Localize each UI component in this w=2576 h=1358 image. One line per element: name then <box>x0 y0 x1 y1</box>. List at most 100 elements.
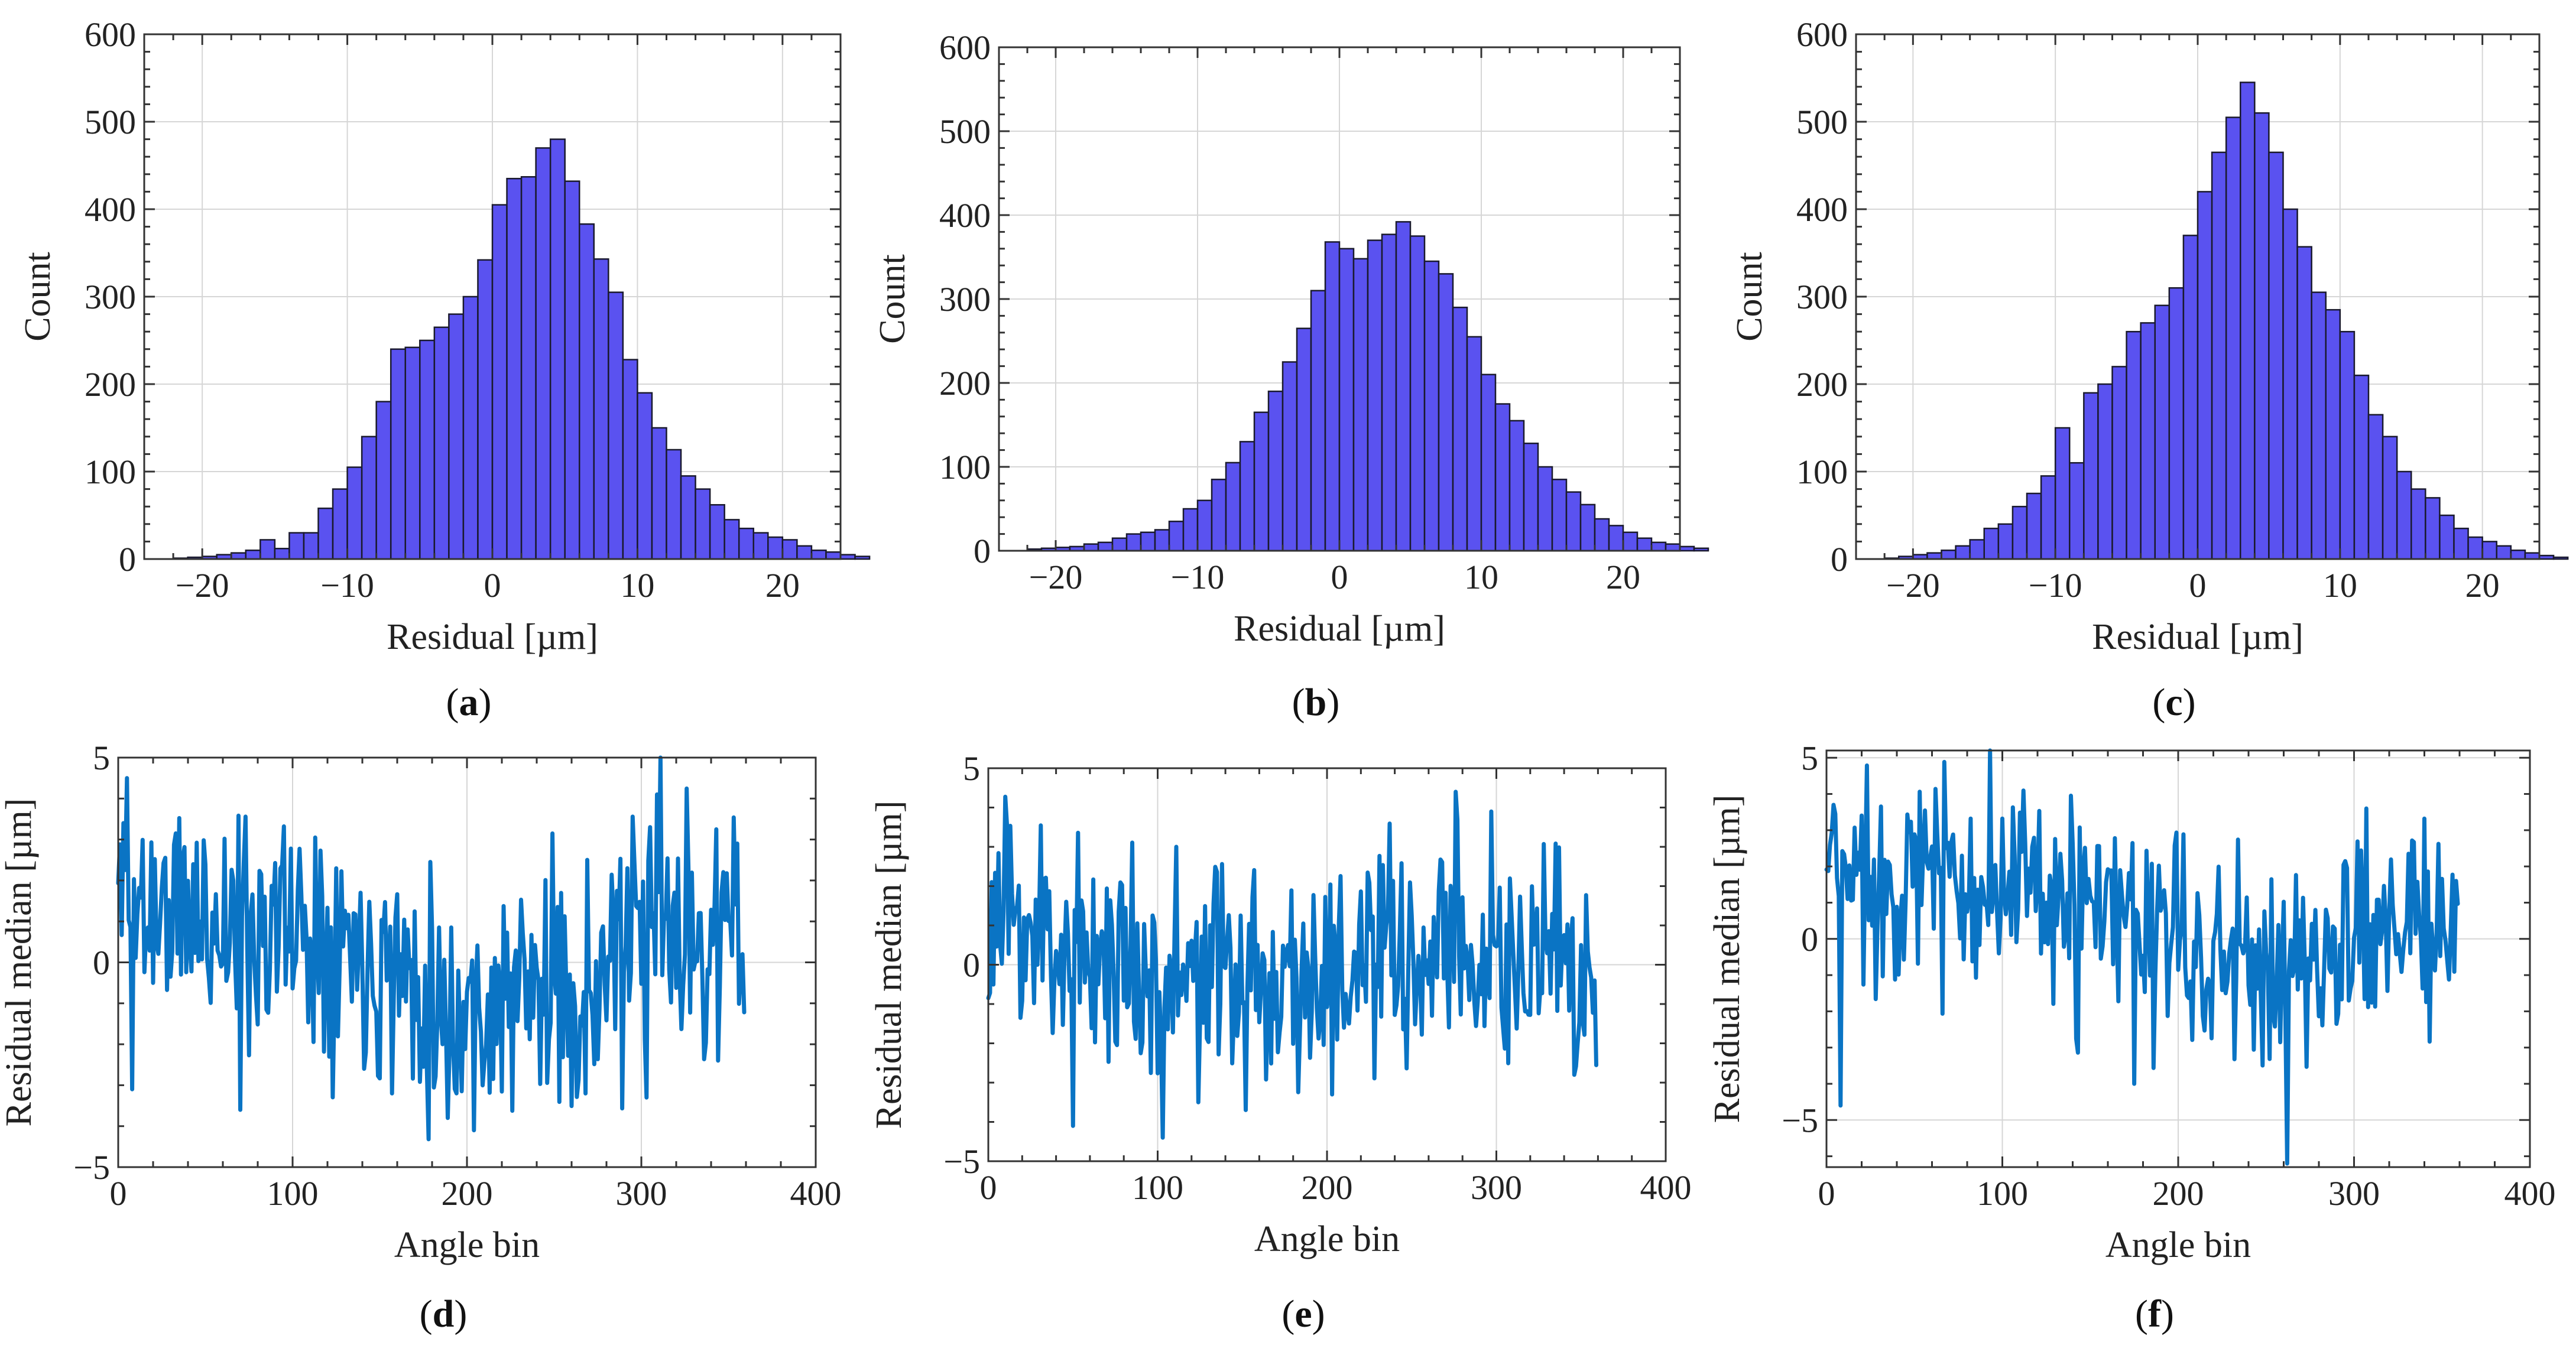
histogram-bar <box>361 436 377 560</box>
series-line <box>986 790 1598 1140</box>
x-tick-label: 0 <box>484 566 501 605</box>
histogram-bar <box>1239 441 1255 552</box>
histogram-bar <box>1154 529 1170 552</box>
x-axis-label: Residual [µm] <box>1234 609 1445 649</box>
y-tick-label: 300 <box>85 278 136 316</box>
y-tick-label: 100 <box>1796 453 1848 491</box>
y-tick-label: 500 <box>1796 103 1848 141</box>
histogram-bar <box>1983 527 2000 560</box>
x-tick-label: 0 <box>110 1174 127 1213</box>
histogram-bar <box>2410 488 2426 560</box>
y-tick-label: 100 <box>939 448 991 486</box>
x-tick-label: 0 <box>2189 566 2207 605</box>
histogram-bar <box>375 401 392 560</box>
histogram-bar <box>680 475 696 560</box>
y-axis-label: Count <box>1730 252 1770 342</box>
x-axis-label: Angle bin <box>2105 1225 2251 1265</box>
x-tick-label: 100 <box>1977 1174 2028 1213</box>
histogram-bars <box>172 138 871 560</box>
histogram-bar <box>1679 545 1695 552</box>
x-tick-label: 400 <box>2504 1174 2556 1213</box>
y-tick-label: 500 <box>939 112 991 151</box>
histogram-bar <box>2097 383 2113 560</box>
x-tick-label: 200 <box>442 1174 493 1213</box>
histogram-bar <box>1211 479 1227 552</box>
histogram-bar <box>2396 470 2412 560</box>
panel-label: (f) <box>2135 1292 2174 1336</box>
y-tick-label: 400 <box>1796 190 1848 229</box>
histogram-bar <box>1926 552 1942 560</box>
histogram-bar <box>1310 290 1326 552</box>
histogram-bar <box>1622 531 1639 552</box>
histogram-bar <box>2353 374 2370 560</box>
histogram-bar <box>767 536 784 560</box>
histogram-bar <box>1296 327 1312 552</box>
histogram-bar <box>608 291 624 560</box>
histogram-bar <box>332 488 348 560</box>
y-tick-label: 0 <box>974 532 991 570</box>
histogram-bar <box>549 138 566 560</box>
histogram-bar <box>419 339 436 560</box>
y-tick-label: 0 <box>1831 540 1848 579</box>
y-tick-label: 300 <box>1796 278 1848 316</box>
x-tick-label: −10 <box>320 566 374 605</box>
y-tick-label: 600 <box>85 15 136 54</box>
histogram-bar <box>1579 503 1596 552</box>
histogram-bar <box>651 427 667 560</box>
y-tick-label: 0 <box>93 944 110 982</box>
histogram-bar <box>1352 258 1369 552</box>
histogram-bar <box>622 359 638 560</box>
histogram-bar <box>695 488 711 560</box>
y-tick-label: 400 <box>85 190 136 229</box>
histogram-bar <box>2339 330 2356 560</box>
ticks <box>998 46 1681 552</box>
histogram-bar <box>2211 151 2227 560</box>
histogram-bar <box>1097 541 1114 552</box>
histogram-bar <box>303 532 319 560</box>
histogram-bar <box>2154 304 2171 560</box>
y-tick-label: 5 <box>93 739 110 777</box>
y-tick-label: 600 <box>1796 15 1848 54</box>
x-axis-label: Residual [µm] <box>2092 617 2304 657</box>
x-tick-label: −20 <box>176 566 229 605</box>
histogram-bar <box>2425 497 2441 560</box>
ticks <box>1855 33 2541 560</box>
histogram-bar <box>709 503 725 560</box>
histogram-bar <box>491 204 508 560</box>
histogram-bar <box>724 519 740 560</box>
x-tick-label: 300 <box>616 1174 667 1213</box>
histogram-bar <box>520 176 537 560</box>
series-line <box>116 755 747 1142</box>
histogram-bar <box>1395 221 1412 552</box>
histogram-bar <box>1168 521 1185 552</box>
histogram-bar <box>2083 392 2099 560</box>
histogram-bar <box>1409 235 1426 552</box>
histogram-bar <box>564 180 580 560</box>
ticks <box>117 756 817 1168</box>
histogram-bar <box>825 551 842 560</box>
panel-label: (e) <box>1281 1292 1325 1336</box>
y-tick-label: 0 <box>963 946 980 985</box>
x-tick-label: 20 <box>765 566 800 605</box>
histogram-bar <box>346 466 363 560</box>
histogram-bar <box>1466 336 1482 552</box>
y-tick-label: 200 <box>1796 365 1848 404</box>
histogram-bar <box>2367 414 2384 560</box>
histogram-bar <box>2225 116 2241 560</box>
y-tick-label: −5 <box>943 1142 980 1181</box>
histogram-bar <box>810 549 827 560</box>
histogram-bar <box>752 532 769 560</box>
histogram-bar <box>1452 306 1468 552</box>
histogram-bar <box>2268 151 2284 560</box>
histogram-bar <box>1182 508 1199 552</box>
histogram-bar <box>2254 112 2270 560</box>
histogram-bar <box>796 545 813 560</box>
histogram-bar <box>2496 545 2512 560</box>
histogram-bars <box>1026 221 1709 552</box>
x-tick-label: 200 <box>2153 1174 2204 1213</box>
histogram-bar <box>1494 403 1511 552</box>
x-tick-label: 20 <box>2465 566 2500 605</box>
x-tick-label: 400 <box>790 1174 842 1213</box>
